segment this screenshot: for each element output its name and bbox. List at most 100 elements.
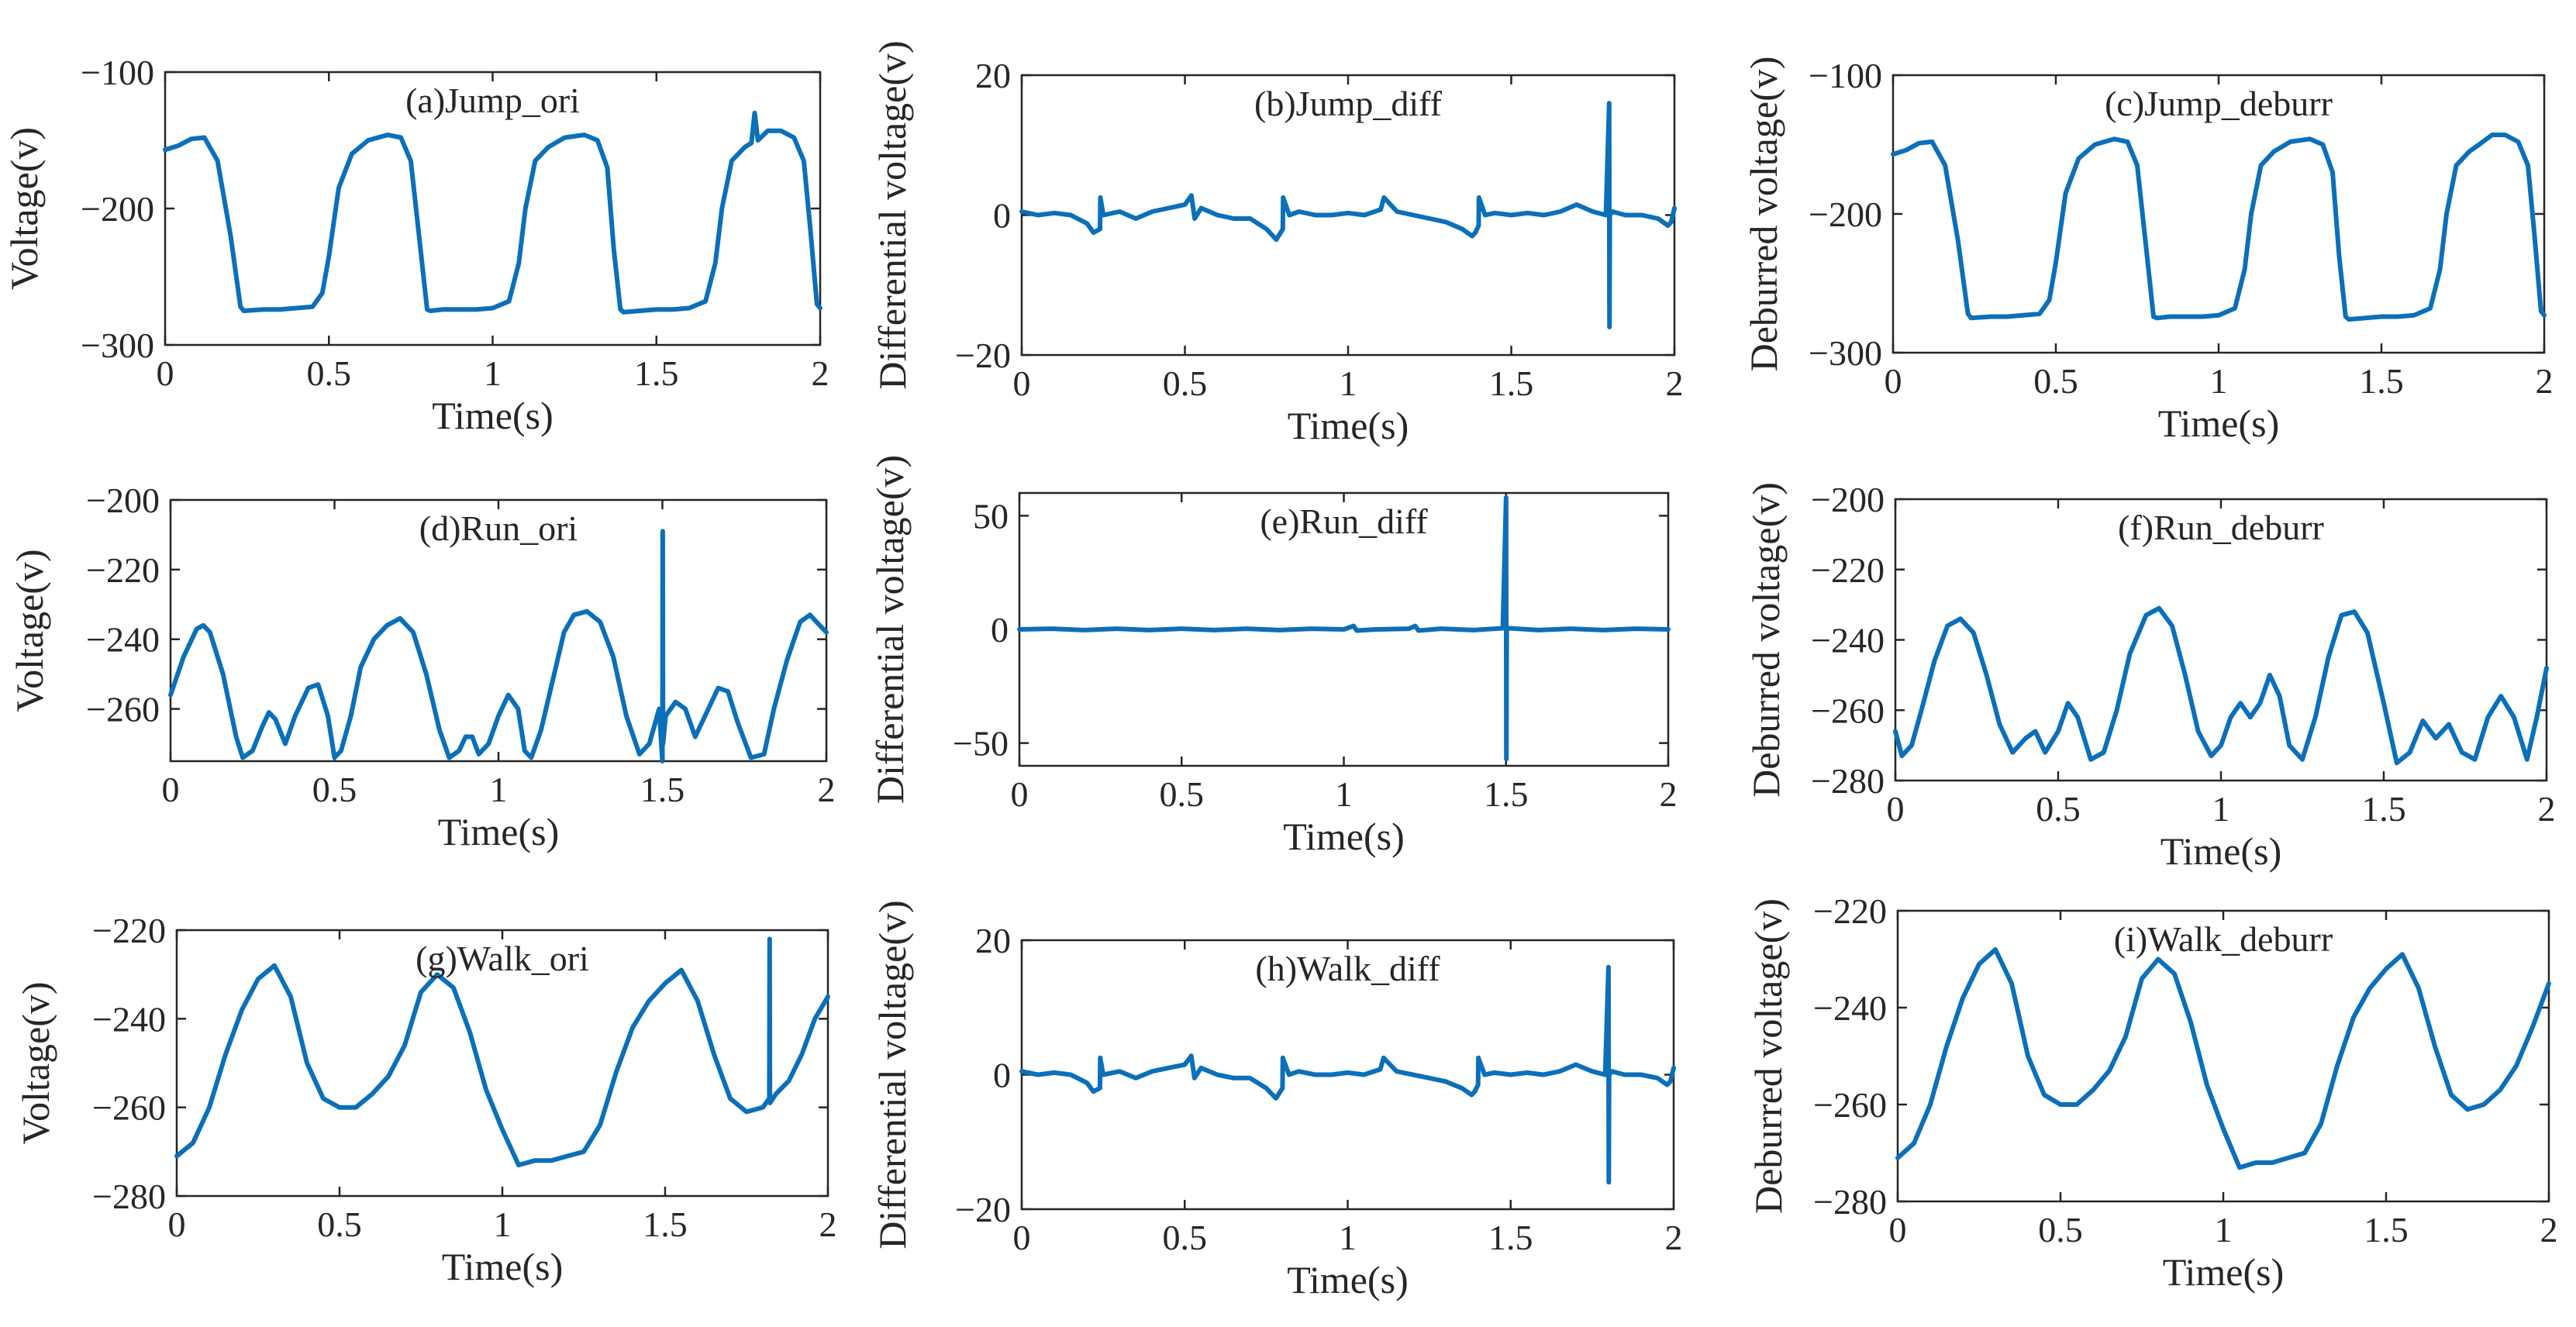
x-tick-label: 0.5: [1160, 774, 1205, 814]
panel-d: 0 0.5 1 1.5 2 −200 −220 −240 −260 Time(s) Voltage(…: [8, 481, 836, 853]
series-line: [1019, 101, 1677, 329]
x-tick-label: 1.5: [640, 770, 685, 809]
x-tick-label: 1: [1339, 1218, 1357, 1257]
x-tick-label: 0.5: [2033, 361, 2078, 401]
y-tick-label: −220: [1813, 891, 1887, 931]
x-tick-label: 1: [490, 770, 508, 809]
panel-title: (h)Walk_diff: [1255, 949, 1440, 988]
x-tick-label: 1: [1340, 364, 1357, 403]
x-tick-label: 0: [157, 353, 174, 393]
y-tick-label: −240: [1813, 988, 1887, 1028]
x-tick-label: 0: [1013, 364, 1031, 403]
x-tick-label: 1.5: [634, 353, 679, 393]
x-tick-label: 2: [2540, 1210, 2558, 1249]
x-axis-label: Time(s): [1288, 404, 1409, 447]
panel-title: (i)Walk_deburr: [2114, 919, 2333, 959]
y-axis-label: Differential voltage(v): [871, 40, 914, 389]
series-line: [163, 110, 822, 315]
x-axis-label: Time(s): [1283, 815, 1405, 858]
series-line: [1893, 605, 2549, 766]
x-tick-label: 0.5: [317, 1205, 362, 1244]
y-tick-label: −200: [1809, 195, 1882, 234]
panel-title: (d)Run_ori: [419, 508, 578, 548]
x-tick-label: 0.5: [2036, 789, 2081, 829]
y-tick-label: 0: [991, 610, 1009, 650]
panel-title: (g)Walk_ori: [416, 939, 589, 978]
x-tick-label: 1.5: [2359, 361, 2404, 401]
panel-f: 0 0.5 1 1.5 2 −200 −220 −240 −260 −280 Time(s) Debu…: [1744, 480, 2556, 873]
y-tick-label: −260: [92, 1088, 166, 1128]
x-tick-label: 0.5: [1163, 364, 1208, 403]
x-tick-label: 1.5: [2361, 789, 2406, 829]
x-tick-label: 0.5: [1163, 1218, 1208, 1257]
panel-g: 0 0.5 1 1.5 2 −220 −240 −260 −280 Time(s) Voltage(…: [14, 911, 837, 1288]
x-tick-label: 0: [1013, 1218, 1031, 1257]
y-tick-label: 20: [975, 921, 1011, 960]
y-tick-label: −220: [92, 911, 166, 950]
x-tick-label: 1.5: [2364, 1210, 2409, 1249]
y-axis-label: Deburred voltage(v): [1744, 482, 1788, 798]
y-tick-label: −280: [1811, 761, 1885, 801]
y-tick-label: −50: [953, 724, 1009, 763]
series-line: [1017, 495, 1671, 762]
panel-title: (c)Jump_deburr: [2105, 84, 2333, 123]
x-tick-label: 1: [484, 353, 502, 393]
y-tick-label: −260: [1811, 691, 1885, 730]
y-tick-label: 20: [975, 56, 1011, 95]
y-tick-label: −300: [1809, 333, 1882, 373]
y-tick-label: 50: [973, 496, 1009, 536]
x-axis-label: Time(s): [438, 810, 560, 853]
y-axis-label: Voltage(v): [14, 981, 57, 1144]
y-axis-label: Voltage(v): [8, 549, 51, 712]
y-tick-label: 0: [993, 196, 1011, 236]
y-tick-label: −100: [81, 53, 154, 92]
x-tick-label: 0.5: [312, 770, 357, 809]
x-axis-label: Time(s): [432, 394, 553, 437]
y-tick-label: −240: [86, 620, 160, 660]
y-tick-label: 0: [993, 1056, 1011, 1095]
panel-i: 0 0.5 1 1.5 2 −220 −240 −260 −280 Time(s) Deburred…: [1747, 891, 2558, 1294]
y-axis-label: Deburred voltage(v): [1742, 57, 1785, 372]
x-tick-label: 2: [1660, 774, 1678, 814]
y-tick-label: −300: [81, 326, 154, 365]
x-tick-label: 0: [1885, 361, 1902, 401]
x-tick-label: 1: [1335, 774, 1353, 814]
x-tick-label: 2: [819, 1205, 837, 1244]
series-line: [168, 529, 829, 763]
y-axis-label: Deburred voltage(v): [1747, 898, 1790, 1214]
y-tick-label: −200: [86, 481, 160, 520]
y-tick-label: −280: [92, 1177, 166, 1216]
x-tick-label: 1.5: [643, 1205, 688, 1244]
x-axis-label: Time(s): [2163, 1250, 2285, 1294]
x-tick-label: 0: [168, 1205, 186, 1244]
x-tick-label: 1.5: [1484, 774, 1529, 814]
panel-title: (b)Jump_diff: [1254, 84, 1443, 123]
series-line: [1895, 947, 2551, 1170]
x-tick-label: 1: [2210, 361, 2228, 401]
y-tick-label: −280: [1813, 1182, 1887, 1222]
y-tick-label: −100: [1809, 56, 1882, 95]
y-axis-label: Differential voltage(v): [871, 900, 914, 1249]
y-tick-label: −220: [86, 550, 160, 590]
y-tick-label: −260: [86, 690, 160, 729]
y-axis-label: Voltage(v): [2, 127, 46, 290]
y-tick-label: −200: [1811, 480, 1885, 519]
y-tick-label: −240: [1811, 621, 1885, 660]
panel-title: (a)Jump_ori: [405, 81, 580, 120]
y-tick-label: −240: [92, 999, 166, 1039]
series-line: [1019, 964, 1676, 1185]
x-tick-label: 1: [494, 1205, 512, 1244]
x-tick-label: 0: [1889, 1210, 1907, 1249]
x-tick-label: 2: [1665, 1218, 1683, 1257]
series-line: [1891, 133, 2547, 322]
x-tick-label: 0.5: [307, 353, 352, 393]
x-tick-label: 1: [2212, 789, 2230, 829]
panel-title: (f)Run_deburr: [2118, 508, 2324, 547]
x-tick-label: 1: [2215, 1210, 2233, 1249]
x-tick-label: 0.5: [2038, 1210, 2083, 1249]
x-tick-label: 1.5: [1488, 1218, 1533, 1257]
